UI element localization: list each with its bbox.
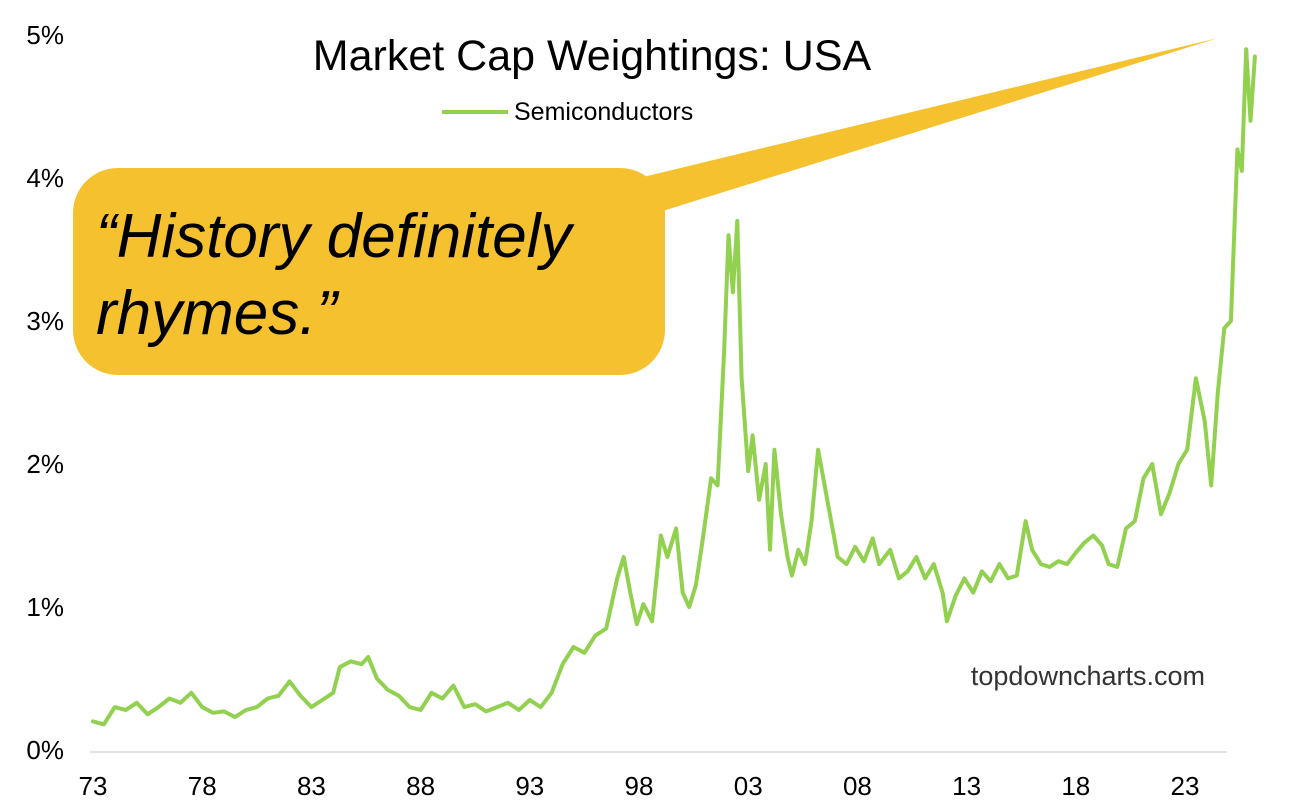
legend: Semiconductors <box>442 98 693 126</box>
y-tick-label: 2% <box>26 449 64 479</box>
quote-line-2: rhymes.” <box>96 279 339 348</box>
quote-line-1: “History definitely <box>96 202 575 271</box>
y-tick-label: 5% <box>26 20 64 50</box>
x-tick-label: 88 <box>406 771 435 801</box>
x-tick-label: 23 <box>1171 771 1200 801</box>
quote-callout: “History definitely rhymes.” <box>73 38 1218 375</box>
callout-pointer <box>610 38 1218 218</box>
x-tick-label: 93 <box>515 771 544 801</box>
y-axis-ticks: 0% 1% 2% 3% 4% 5% <box>26 20 64 765</box>
series-line-semiconductors <box>91 47 1257 727</box>
callout-box <box>73 168 665 375</box>
x-tick-label: 83 <box>297 771 326 801</box>
y-tick-label: 0% <box>26 735 64 765</box>
x-tick-label: 18 <box>1061 771 1090 801</box>
x-tick-label: 13 <box>952 771 981 801</box>
legend-label-semiconductors: Semiconductors <box>514 98 693 126</box>
x-tick-label: 78 <box>188 771 217 801</box>
x-tick-label: 73 <box>79 771 108 801</box>
x-tick-label: 08 <box>843 771 872 801</box>
x-tick-label: 98 <box>625 771 654 801</box>
y-tick-label: 1% <box>26 592 64 622</box>
x-axis-ticks: 73 78 83 88 93 98 03 08 13 18 23 <box>79 771 1200 801</box>
y-tick-label: 3% <box>26 306 64 336</box>
chart-title: Market Cap Weightings: USA <box>313 32 872 80</box>
source-watermark: topdowncharts.com <box>971 661 1205 691</box>
y-tick-label: 4% <box>26 163 64 193</box>
x-tick-label: 03 <box>734 771 763 801</box>
